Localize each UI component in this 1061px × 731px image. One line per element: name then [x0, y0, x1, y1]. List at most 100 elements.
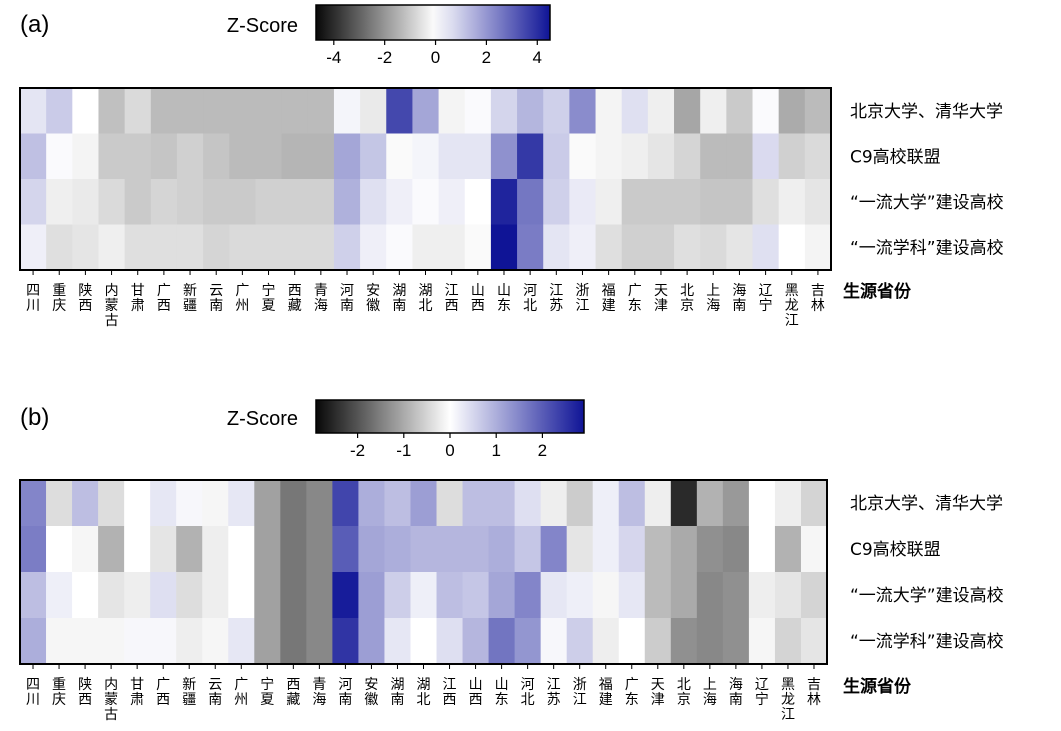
heatmap-cell	[124, 224, 152, 271]
heatmap-cell	[72, 88, 100, 135]
heatmap-cell	[98, 133, 126, 180]
heatmap-cell	[46, 480, 73, 527]
heatmap-cell	[333, 133, 361, 180]
heatmap-cell	[462, 572, 490, 619]
heatmap-cell	[20, 224, 47, 271]
col-label: 江苏	[549, 283, 563, 314]
heatmap-cell	[176, 224, 204, 271]
x-axis-title-a: 生源省份	[843, 281, 912, 302]
row-label: C9高校联盟	[850, 147, 941, 167]
heatmap-cell	[98, 179, 126, 226]
col-label: 四川	[26, 283, 40, 314]
heatmap-cell	[124, 618, 151, 665]
colorbar-ticks-a: -4 -2 0 2 4	[326, 40, 542, 67]
heatmap-cells-b	[20, 480, 828, 665]
heatmap-cell	[670, 480, 698, 527]
col-label: 河北	[523, 283, 537, 314]
heatmap-cell	[540, 618, 568, 665]
heatmap-cell	[306, 618, 333, 665]
heatmap-cell	[72, 618, 99, 665]
heatmap-cell	[488, 618, 516, 665]
heatmap-cell	[774, 618, 802, 665]
colorbar-tick-label: -2	[377, 48, 392, 67]
heatmap-cell	[20, 88, 47, 135]
heatmap-cell	[228, 572, 255, 619]
heatmap-cell	[98, 480, 125, 527]
heatmap-cell	[517, 224, 544, 271]
heatmap-cell	[540, 572, 568, 619]
heatmap-cell	[488, 526, 516, 573]
col-label: 上海	[706, 283, 720, 314]
heatmap-cell	[647, 224, 675, 271]
heatmap-cell	[774, 526, 802, 573]
heatmap-cell	[696, 480, 724, 527]
heatmap-cell	[696, 618, 724, 665]
col-label: 天津	[651, 677, 665, 708]
heatmap-cell	[176, 133, 204, 180]
col-label: 广西	[156, 677, 170, 708]
heatmap-cell	[360, 179, 387, 226]
col-label: 湖北	[417, 677, 431, 708]
heatmap-cell	[436, 526, 464, 573]
heatmap-cell	[20, 480, 47, 527]
heatmap-cell	[333, 88, 361, 135]
heatmap-cell	[72, 526, 99, 573]
col-label: 甘肃	[131, 283, 145, 314]
heatmap-cell	[670, 572, 698, 619]
heatmap-cell	[569, 133, 597, 180]
heatmap-cell	[726, 88, 754, 135]
heatmap-cell	[748, 618, 776, 665]
col-label: 河北	[521, 677, 535, 708]
colorbar-tick-label: -1	[396, 441, 411, 460]
heatmap-cell	[72, 572, 99, 619]
heatmap-cell	[438, 88, 466, 135]
heatmap-cell	[20, 133, 47, 180]
heatmap-cell	[98, 526, 125, 573]
col-label: 湖北	[419, 283, 433, 314]
colorbar-tick-label: 1	[491, 441, 500, 460]
heatmap-cell	[229, 133, 257, 180]
heatmap-cell	[778, 179, 806, 226]
heatmap-cell	[670, 526, 698, 573]
heatmap-cell	[592, 480, 620, 527]
heatmap-cell	[306, 526, 333, 573]
colorbar-ticks-b: -2 -1 0 1 2	[350, 433, 547, 460]
heatmap-cell	[229, 224, 257, 271]
colorbar-tick-label: 0	[431, 48, 440, 67]
heatmap-cell	[543, 224, 570, 271]
heatmap-cell	[618, 618, 646, 665]
heatmap-cell	[517, 88, 544, 135]
heatmap-cell	[644, 526, 672, 573]
heatmap-cell	[358, 480, 386, 527]
heatmap-cell	[360, 88, 387, 135]
heatmap-cell	[358, 618, 386, 665]
heatmap-cell	[410, 480, 438, 527]
heatmap-cell	[72, 224, 100, 271]
col-label: 上海	[703, 677, 717, 708]
col-labels-a: 四川重庆陕西内蒙古甘肃广西新疆云南广州宁夏西藏青海河南安徽湖南湖北江西山西山东河…	[26, 270, 825, 329]
heatmap-cell	[569, 88, 597, 135]
heatmap-cell	[150, 526, 177, 573]
heatmap-cell	[514, 526, 542, 573]
heatmap-cell	[333, 179, 361, 226]
heatmap-cell	[254, 618, 281, 665]
col-label: 安徽	[364, 677, 378, 708]
heatmap-cell	[804, 88, 832, 135]
heatmap-cell	[228, 526, 255, 573]
heatmap-cell	[280, 618, 307, 665]
heatmap-cell	[46, 133, 73, 180]
heatmap-cell	[700, 179, 727, 226]
col-label: 广东	[628, 283, 642, 314]
heatmap-cell	[674, 133, 701, 180]
heatmap-cell	[358, 526, 386, 573]
heatmap-cell	[20, 618, 47, 665]
heatmap-cell	[543, 179, 570, 226]
heatmap-cell	[228, 480, 255, 527]
heatmap-cell	[150, 224, 178, 271]
heatmap-cell	[514, 618, 542, 665]
col-label: 河南	[340, 283, 354, 314]
heatmap-cell	[752, 133, 780, 180]
col-label: 陕西	[78, 283, 92, 314]
heatmap-cell	[124, 526, 151, 573]
heatmap-cell	[255, 133, 283, 180]
